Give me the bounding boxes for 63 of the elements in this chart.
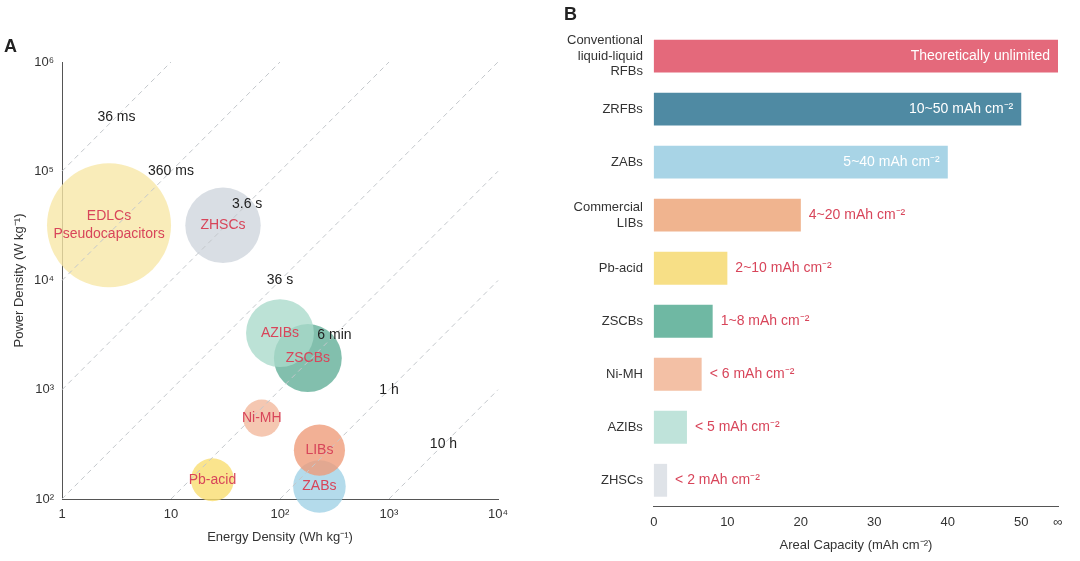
data-label: 2~10 mAh cm⁻² — [735, 259, 833, 276]
series-label: ZABs — [302, 477, 337, 494]
bar — [653, 145, 948, 179]
y-tick-label: Pb-acid — [598, 259, 643, 275]
series-label: ZSCBs — [285, 348, 330, 365]
y-tick-label: 10³ — [35, 381, 55, 397]
x-tick-label: 1 — [58, 506, 66, 522]
data-label: < 2 mAh cm⁻² — [675, 471, 761, 488]
x-tick-label: 10⁴ — [487, 506, 509, 522]
annotation: 6 min — [317, 326, 352, 343]
x-tick-label: 50 — [1014, 514, 1029, 530]
bar — [653, 251, 728, 285]
x-tick-label: 0 — [650, 514, 658, 530]
chart-title: B — [564, 3, 577, 24]
annotation: 360 ms — [148, 162, 194, 179]
y-tick-label: Ni-MH — [606, 365, 643, 381]
y-tick-label: 10² — [35, 490, 55, 506]
annotation: 36 ms — [97, 107, 136, 124]
y-tick-label: ZRFBs — [602, 100, 644, 116]
x-tick-label: 20 — [793, 514, 809, 530]
x-tick-label: 30 — [867, 514, 882, 530]
y-tick-label: ZHSCs — [601, 471, 644, 487]
bar — [653, 198, 801, 232]
data-label: 1~8 mAh cm⁻² — [720, 312, 810, 329]
bar — [653, 39, 1058, 73]
bar — [653, 357, 702, 391]
data-label: Theoretically unlimited — [910, 46, 1050, 63]
y-tick-label: 10⁶ — [34, 53, 54, 69]
bar — [653, 92, 1022, 126]
y-tick-label: Conventional liquid-liquid RFBs — [567, 32, 644, 79]
annotation: 1 h — [379, 380, 399, 397]
series-label: EDLCs Pseudocapacitors — [53, 207, 165, 242]
y-tick-label: Commercial LIBs — [573, 198, 644, 230]
annotation: 36 s — [266, 271, 294, 288]
x-tick-label: 10³ — [379, 506, 400, 522]
annotation: 10 h — [429, 435, 458, 452]
bar — [653, 410, 687, 444]
series-label: ZHSCs — [200, 216, 246, 233]
bar — [653, 304, 713, 338]
x-tick-label: 10² — [270, 506, 291, 522]
y-tick-label: 10⁴ — [33, 272, 54, 288]
y-axis-title: Power Density (W kg⁻¹) — [10, 213, 26, 348]
y-tick-label: 10⁵ — [34, 162, 54, 178]
bar — [653, 463, 668, 497]
y-tick-label: ZSCBs — [601, 312, 644, 328]
x-axis-title: Areal Capacity (mAh cm⁻²) — [779, 536, 933, 552]
series-label: AZIBs — [260, 323, 300, 340]
x-tick-label: ∞ — [1053, 514, 1063, 530]
data-label: < 6 mAh cm⁻² — [709, 365, 795, 382]
x-tick-label: 10 — [720, 514, 735, 530]
data-label: < 5 mAh cm⁻² — [694, 418, 781, 435]
x-tick-label: 40 — [940, 514, 956, 530]
y-tick-label: AZIBs — [607, 418, 644, 434]
series-label: Ni-MH — [241, 408, 282, 425]
y-tick-label: ZABs — [611, 153, 644, 169]
chart-title: A — [4, 36, 17, 57]
series-label: LIBs — [305, 441, 334, 458]
data-label: 4~20 mAh cm⁻² — [808, 206, 906, 223]
annotation: 3.6 s — [232, 195, 263, 211]
x-axis-title: Energy Density (Wh kg⁻¹) — [207, 528, 353, 544]
x-tick-label: 10 — [163, 506, 179, 522]
data-label: 10~50 mAh cm⁻² — [909, 99, 1014, 116]
data-label: 5~40 mAh cm⁻² — [843, 153, 941, 170]
